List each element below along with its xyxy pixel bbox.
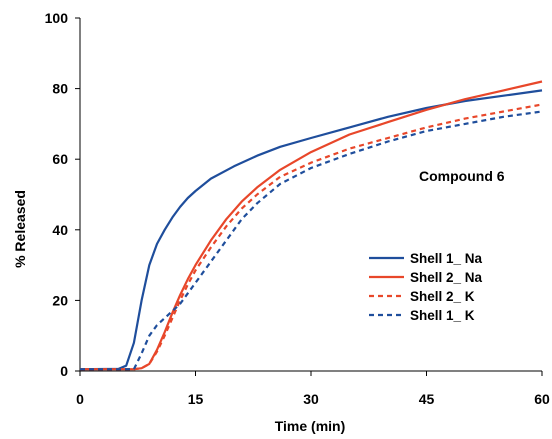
y-tick-label: 0 <box>60 363 68 379</box>
series-line-3 <box>80 103 543 371</box>
series-line-4 <box>80 110 543 371</box>
x-axis-ticks: 0 15 30 45 60 <box>76 371 550 407</box>
plot-area: 0 20 40 60 80 100 0 15 30 45 60 <box>45 10 550 407</box>
y-axis-label: % Released <box>12 190 28 268</box>
x-tick-label: 60 <box>534 391 550 407</box>
x-tick-label: 0 <box>76 391 84 407</box>
legend-label: Shell 2_ Na <box>410 270 483 285</box>
x-tick-label: 45 <box>419 391 435 407</box>
x-tick-label: 15 <box>188 391 204 407</box>
y-axis-ticks: 0 20 40 60 80 100 <box>45 10 80 379</box>
y-tick-label: 20 <box>52 292 68 308</box>
compound-annotation: Compound 6 <box>419 168 505 184</box>
y-tick-label: 80 <box>52 81 68 97</box>
series-lines <box>79 80 543 371</box>
legend-label: Shell 2_ K <box>410 289 475 304</box>
legend: Shell 1_ Na Shell 2_ Na Shell 2_ K Shell 1_… <box>369 251 483 323</box>
x-tick-label: 30 <box>303 391 319 407</box>
x-axis-label: Time (min) <box>275 418 346 434</box>
y-tick-label: 100 <box>45 10 69 26</box>
series-line-2 <box>80 80 543 371</box>
y-tick-label: 60 <box>52 151 68 167</box>
legend-label: Shell 1_ Na <box>410 251 483 266</box>
y-tick-label: 40 <box>52 222 68 238</box>
legend-label: Shell 1_ K <box>410 308 475 323</box>
series-line-1 <box>79 89 543 371</box>
